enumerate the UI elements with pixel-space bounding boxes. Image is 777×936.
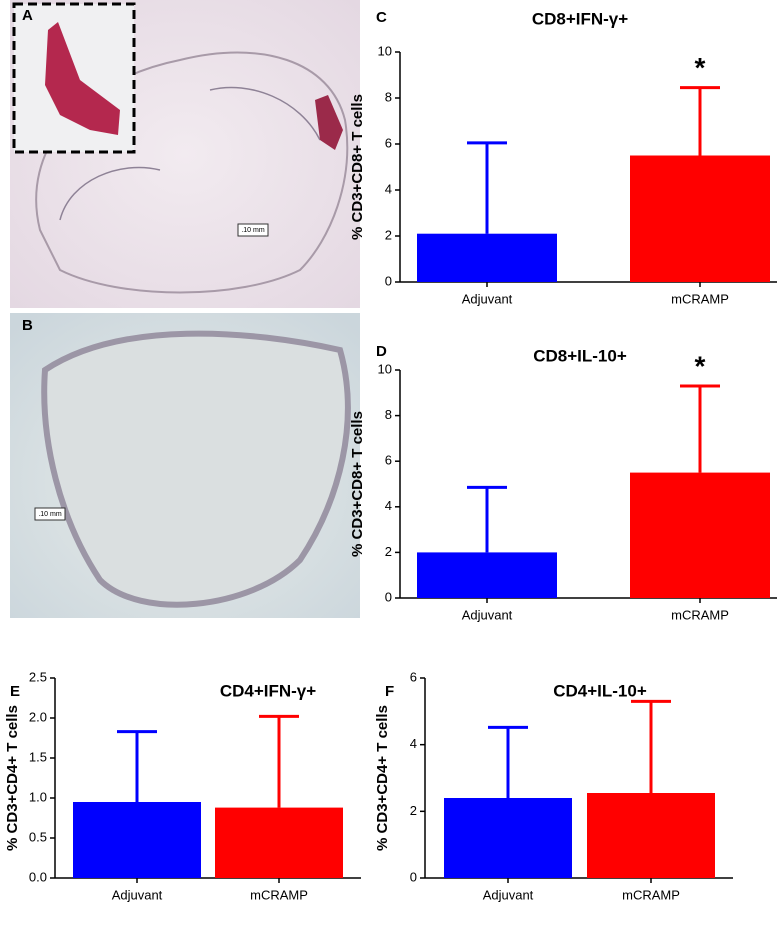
scale-bar-label: .10 mm xyxy=(38,511,62,518)
y-tick-label: 8 xyxy=(385,407,392,422)
scale-bar xyxy=(237,223,269,237)
y-tick-label: 2 xyxy=(410,803,417,818)
y-axis-label: % CD3+CD4+ T cells xyxy=(4,705,21,851)
panel-b: B .10 mm xyxy=(10,313,360,618)
y-tick-label: 8 xyxy=(385,89,392,104)
panel-label: E xyxy=(10,683,20,700)
significance-marker: * xyxy=(695,350,706,381)
y-tick-label: 0 xyxy=(385,273,392,288)
panel-label: D xyxy=(376,343,387,360)
bar xyxy=(630,472,770,598)
chart-title: CD8+IFN-γ+ xyxy=(532,9,628,28)
chart-title: CD4+IFN-γ+ xyxy=(220,681,316,700)
y-tick-label: 2.0 xyxy=(29,709,47,724)
inset-cell xyxy=(45,22,120,135)
bar xyxy=(444,798,572,878)
y-tick-label: 4 xyxy=(385,498,392,513)
chart: C CD8+IFN-γ+ % CD3+CD8+ T cells 0 2 4 6 8 10 Adju… xyxy=(349,9,777,306)
bar xyxy=(417,233,557,282)
chart-title: CD4+IL-10+ xyxy=(553,681,647,700)
y-tick-label: 6 xyxy=(410,669,417,684)
chart: F CD4+IL-10+ % CD3+CD4+ T cells 0 2 4 6 Adjuvan… xyxy=(374,669,733,902)
stained-cell xyxy=(315,95,343,150)
x-tick-label: mCRAMP xyxy=(671,607,729,622)
panel-label: B xyxy=(22,317,33,334)
y-axis-label: % CD3+CD8+ T cells xyxy=(349,94,366,240)
y-tick-label: 1.0 xyxy=(29,789,47,804)
y-tick-label: 6 xyxy=(385,135,392,150)
y-tick-label: 0.5 xyxy=(29,829,47,844)
y-tick-label: 10 xyxy=(378,361,392,376)
x-tick-label: Adjuvant xyxy=(112,887,163,902)
y-axis-label: % CD3+CD4+ T cells xyxy=(374,705,391,851)
tissue-fibre xyxy=(59,86,321,221)
bar xyxy=(630,155,770,282)
significance-marker: * xyxy=(695,52,706,83)
bar xyxy=(587,793,715,878)
x-tick-label: Adjuvant xyxy=(483,887,534,902)
chart: D CD8+IL-10+ % CD3+CD8+ T cells 0 2 4 6 8 10 Adju… xyxy=(349,343,777,622)
panel-label: A xyxy=(22,7,33,24)
bar xyxy=(215,807,343,878)
y-tick-label: 1.5 xyxy=(29,749,47,764)
chart: E CD4+IFN-γ+ % CD3+CD4+ T cells 0.0 0.5 1.0 1.… xyxy=(4,669,361,902)
scale-bar xyxy=(34,507,66,521)
x-tick-label: mCRAMP xyxy=(622,887,680,902)
x-tick-label: mCRAMP xyxy=(671,291,729,306)
y-tick-label: 4 xyxy=(410,736,417,751)
y-axis-label: % CD3+CD8+ T cells xyxy=(349,411,366,557)
y-tick-label: 2 xyxy=(385,544,392,559)
y-tick-label: 10 xyxy=(378,43,392,58)
y-tick-label: 6 xyxy=(385,453,392,468)
y-tick-label: 0 xyxy=(410,869,417,884)
panel-a: A .10 mm xyxy=(10,0,360,308)
x-tick-label: Adjuvant xyxy=(462,291,513,306)
tissue-outline xyxy=(41,330,351,608)
x-tick-label: mCRAMP xyxy=(250,887,308,902)
bar xyxy=(417,552,557,598)
y-tick-label: 2 xyxy=(385,227,392,242)
y-tick-label: 0 xyxy=(385,589,392,604)
scale-bar-label: .10 mm xyxy=(241,227,265,234)
chart-title: CD8+IL-10+ xyxy=(533,346,627,365)
y-tick-label: 0.0 xyxy=(29,869,47,884)
x-tick-label: Adjuvant xyxy=(462,607,513,622)
bar xyxy=(73,802,201,878)
y-tick-label: 2.5 xyxy=(29,669,47,684)
panel-label: C xyxy=(376,9,387,26)
panel-label: F xyxy=(385,683,394,700)
y-tick-label: 4 xyxy=(385,181,392,196)
